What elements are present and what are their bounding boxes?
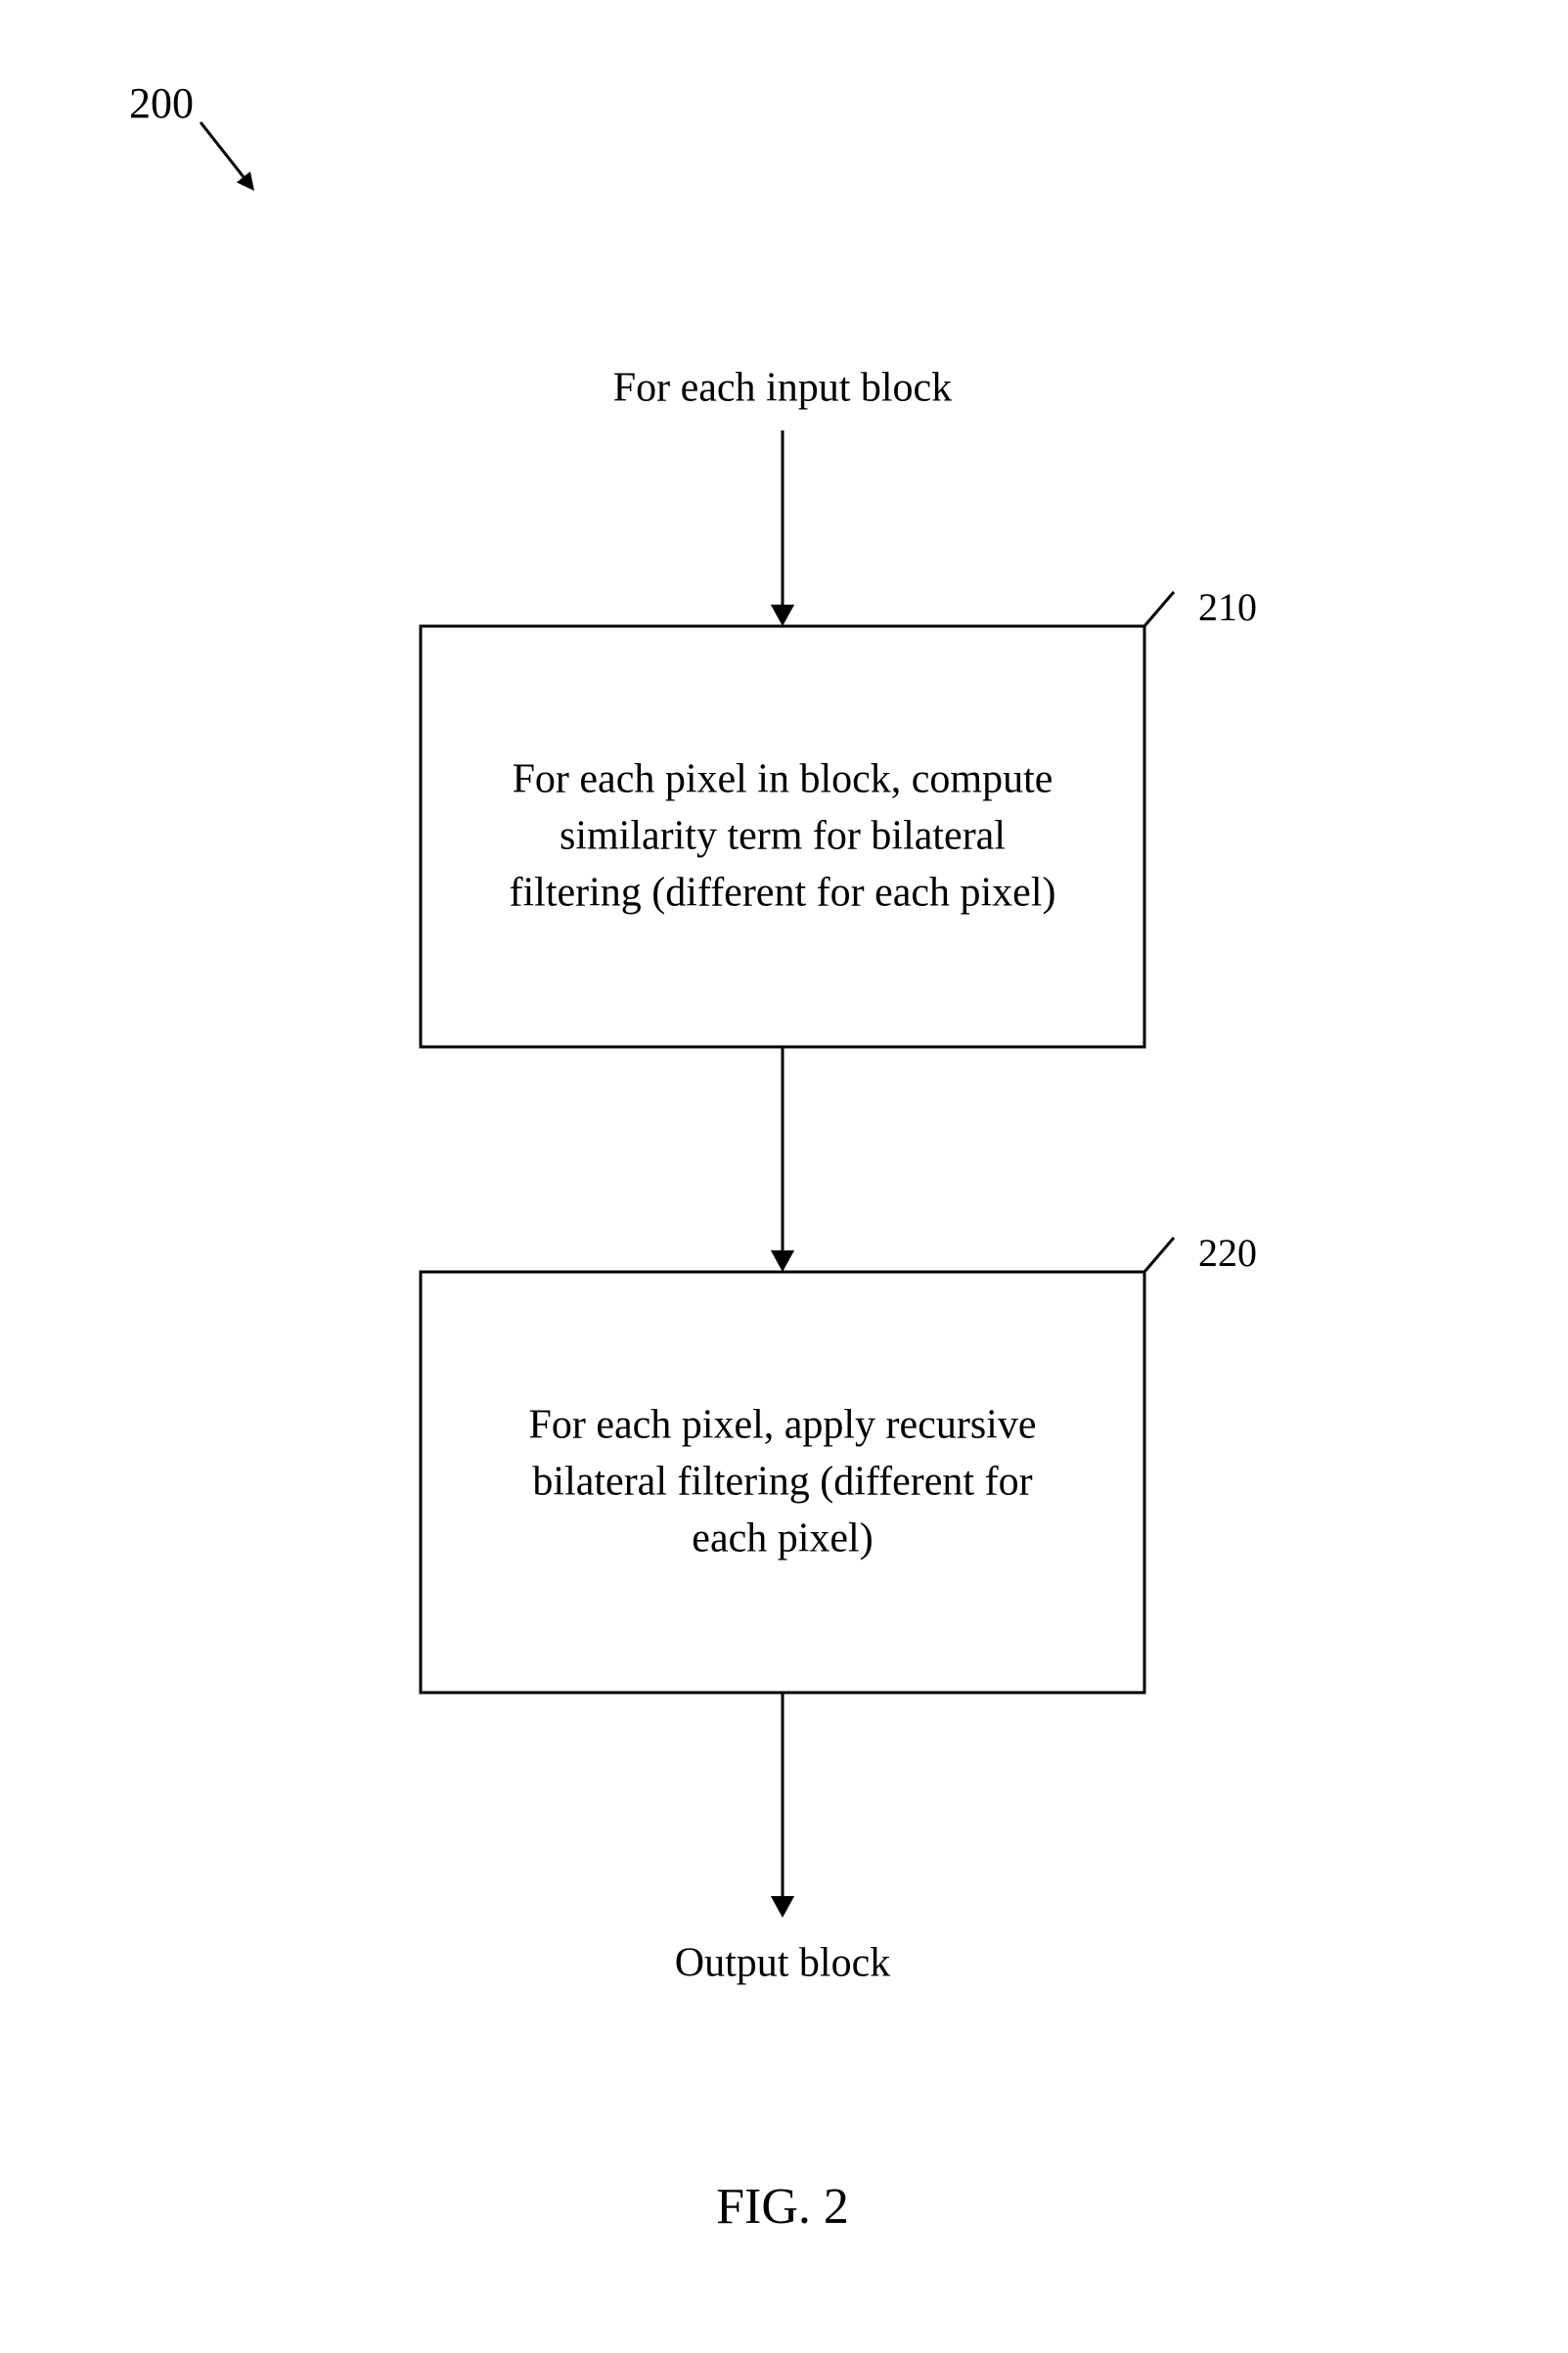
top-label: For each input block <box>613 366 952 411</box>
bottom-label: Output block <box>675 1941 890 1986</box>
arrow-1-head <box>771 605 794 626</box>
box1-line-2: filtering (different for each pixel) <box>510 871 1056 916</box>
arrow-2-head <box>771 1250 794 1272</box>
box1-line-0: For each pixel in block, compute <box>513 757 1053 802</box>
box1-ref-label: 210 <box>1198 585 1257 629</box>
box2-ref-tick <box>1144 1238 1174 1272</box>
box2-ref-label: 220 <box>1198 1231 1257 1275</box>
box2-line-0: For each pixel, apply recursive <box>529 1403 1037 1448</box>
arrow-3-head <box>771 1896 794 1918</box>
figure-number-arrow-head <box>237 171 254 191</box>
box2-line-2: each pixel) <box>692 1516 873 1561</box>
box2-line-1: bilateral filtering (different for <box>532 1460 1032 1505</box>
figure-number-label: 200 <box>129 79 194 127</box>
figure-caption: FIG. 2 <box>716 2179 849 2235</box>
figure-number-arrow <box>201 122 244 177</box>
box1-ref-tick <box>1144 592 1174 626</box>
box1-line-1: similarity term for bilateral <box>560 814 1006 859</box>
